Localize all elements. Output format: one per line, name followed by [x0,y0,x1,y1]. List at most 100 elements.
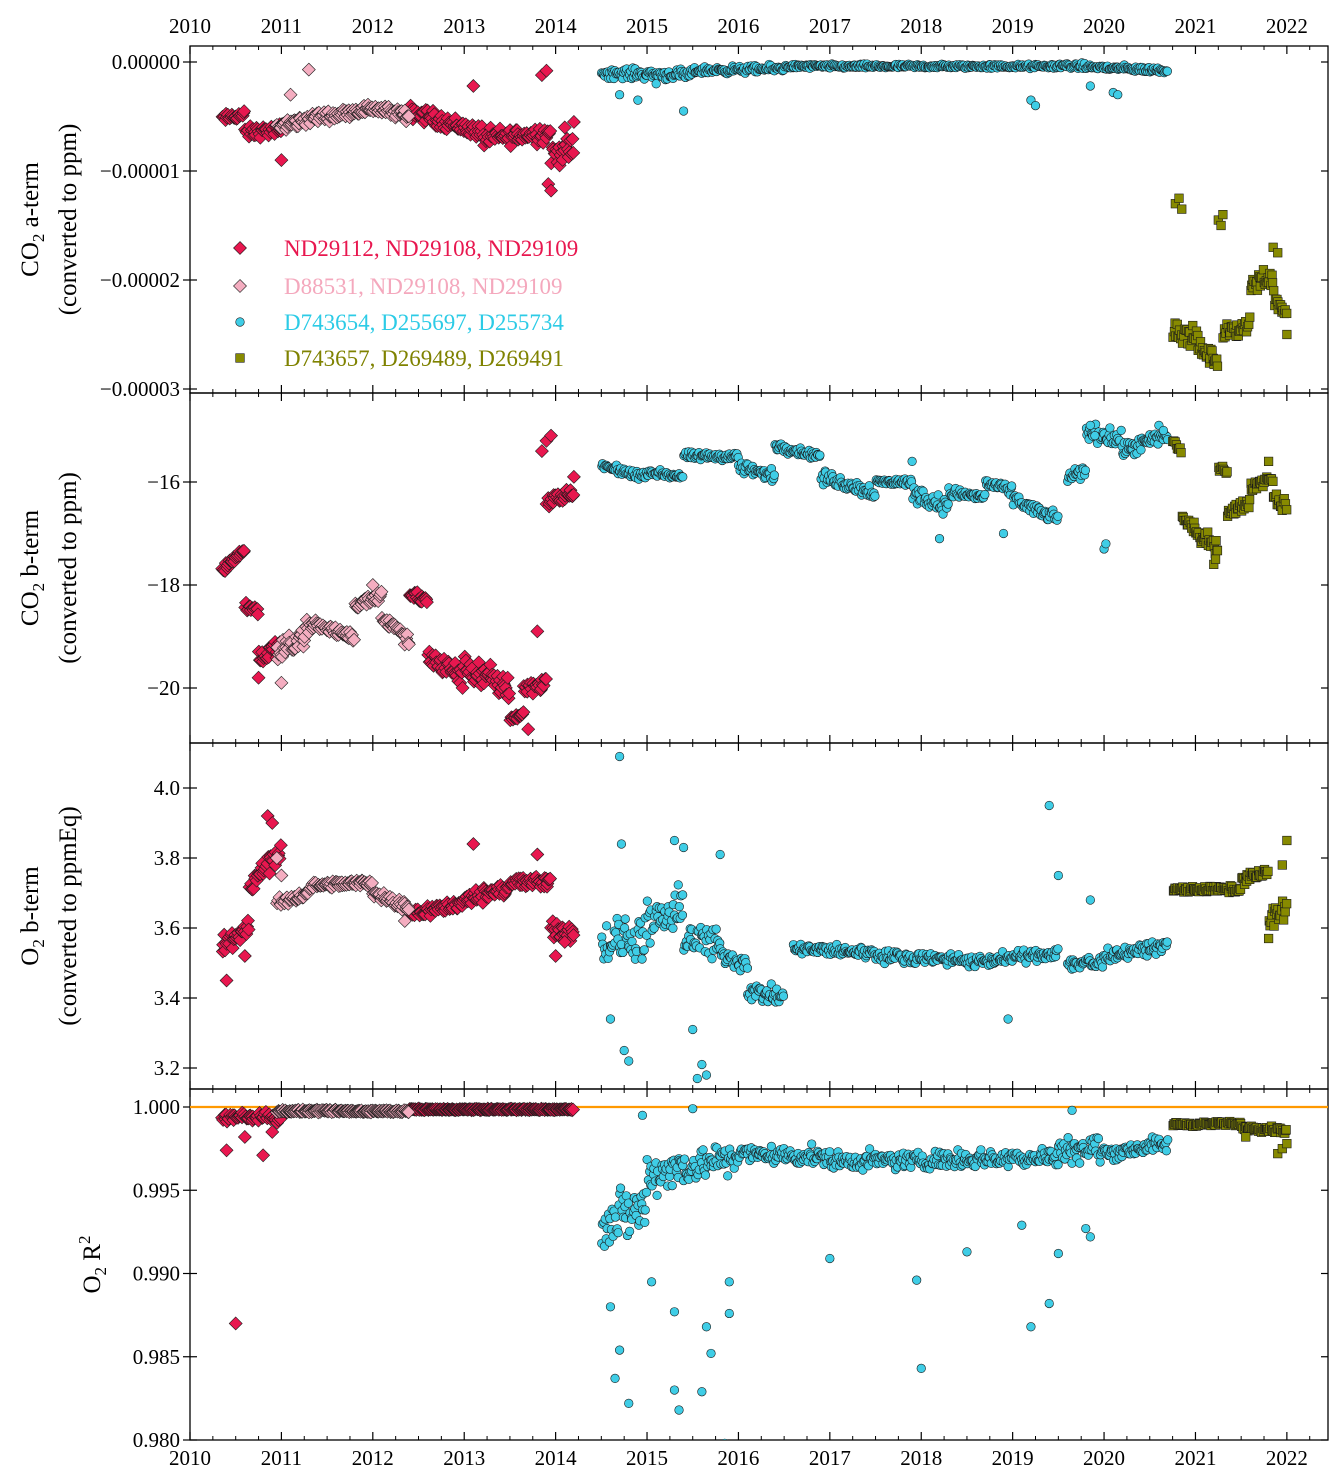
data-point [265,816,280,830]
data-point [613,1228,623,1238]
y-tick-label: −0.00001 [100,159,180,183]
series-s2 [269,62,416,137]
data-point [1067,1105,1077,1115]
data-point [566,145,581,160]
data-point [1053,1160,1063,1170]
data-point [401,1105,416,1120]
data-point [912,1275,922,1285]
data-point [707,954,717,964]
data-point [225,941,240,956]
data-point [1269,286,1279,296]
x-tick-label-top: 2014 [535,14,578,38]
data-point [766,1141,776,1151]
data-point [1116,425,1126,436]
data-point [1263,866,1273,876]
data-point [274,153,289,168]
panel-frame [189,1088,1329,1441]
series-s2 [269,851,416,928]
data-point [624,1056,634,1066]
data-point [1203,527,1213,537]
data-point [1081,1223,1091,1234]
x-tick-label-bottom: 2021 [1174,1446,1216,1470]
data-point [466,837,481,851]
data-point [1282,329,1292,340]
data-point [1105,423,1115,433]
markers [215,751,1292,1084]
data-point [916,1363,926,1374]
data-point [678,890,688,900]
data-point [616,839,627,849]
y-tick-label: −18 [147,573,180,597]
y-axis-label-line2: (converted to ppm) [55,124,82,316]
data-point [688,1024,698,1035]
data-point [1241,1132,1251,1142]
legend-entry-s3: D743654, D255697, D255734 [235,310,564,335]
x-tick-label-top: 2018 [900,14,942,38]
data-point [262,866,277,881]
data-point [1053,944,1063,954]
data-point [566,1102,581,1117]
markers [215,58,1292,371]
data-point [677,910,688,920]
data-point [455,680,470,695]
x-tick-label-bottom: 2018 [900,1446,942,1470]
data-point [544,428,558,443]
data-point [1244,502,1254,513]
markers [215,419,1292,737]
data-point [642,1154,652,1165]
x-tick-label-bottom: 2012 [352,1446,394,1470]
y-tick-label: 3.8 [154,846,180,870]
x-tick-label-top: 2016 [717,14,759,38]
series-s4 [1168,436,1292,569]
y-tick-label: 3.2 [154,1056,180,1080]
data-point [237,949,252,963]
series-s3 [597,1104,1173,1440]
data-point [274,868,289,883]
data-point [1282,899,1292,909]
series-s1 [215,428,581,737]
data-point [401,902,416,917]
data-point [401,637,416,652]
data-point [1162,66,1172,76]
data-point [701,1070,712,1080]
data-point [601,921,612,931]
data-point [543,124,558,138]
data-point [640,1217,650,1228]
data-point [1085,895,1095,905]
data-point [669,1307,680,1317]
series-s2 [270,1102,416,1120]
panels: 0.00000 −0.00001 −0.00002 −0.00003 CO2 a-ter… [17,14,1329,1470]
x-tick-label-bottom: 2010 [169,1446,211,1470]
data-point [219,973,234,988]
data-point [1044,800,1054,811]
data-point [615,751,625,762]
data-point [557,935,572,949]
data-point [1212,361,1223,371]
data-point [724,1277,734,1287]
x-tick-label-top: 2021 [1174,14,1216,38]
data-point [500,670,515,685]
data-point [697,1387,707,1397]
data-point [674,1405,684,1415]
data-point [673,880,683,890]
data-point [1281,1125,1291,1135]
markers [215,1101,1292,1440]
data-point [1090,431,1100,441]
data-point [1277,860,1287,870]
data-point [865,1144,875,1154]
data-point [1026,1322,1036,1332]
data-point [1282,1139,1292,1149]
legend-label: D88531, ND29108, ND29109 [284,274,563,299]
data-point [1268,476,1278,486]
data-point [615,1345,625,1355]
legend-entry-s4: D743657, D269489, D269491 [235,346,564,371]
data-point [1030,100,1041,111]
data-point [980,489,990,500]
data-point [605,1302,616,1312]
y-axis-label-line2: (converted to ppm) [55,472,82,664]
data-point [620,914,630,924]
data-point [347,632,361,647]
data-point [642,896,652,906]
data-point [548,949,563,963]
data-point [374,584,389,599]
